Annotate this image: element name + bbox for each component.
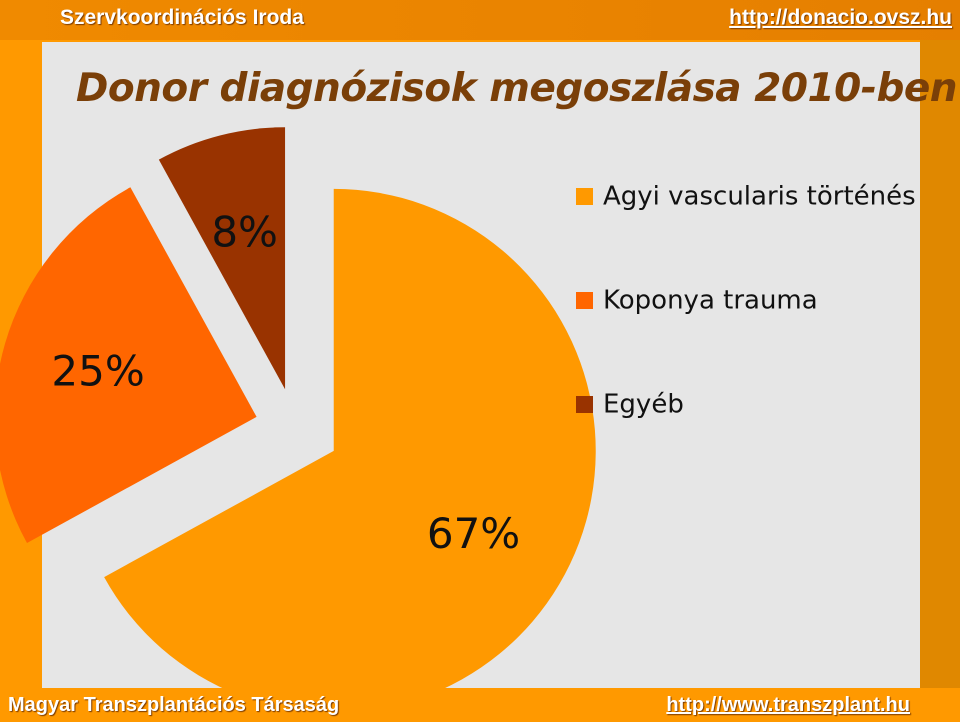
footer-org-name: Magyar Transzplantációs Társaság xyxy=(8,694,340,716)
header-bar: Szervkoordinációs Iroda http://donacio.o… xyxy=(0,0,960,40)
data-label-egyeb: 8% xyxy=(211,207,278,256)
data-label-koponya-trauma: 25% xyxy=(51,346,144,395)
legend-swatch-egyeb xyxy=(576,396,593,413)
header-link[interactable]: http://donacio.ovsz.hu xyxy=(729,6,952,29)
pie-slices xyxy=(0,127,596,713)
footer-link[interactable]: http://www.transzplant.hu xyxy=(666,694,910,716)
pie-slice-agyi-vascularis-tortenes xyxy=(104,188,596,713)
header-org-name: Szervkoordinációs Iroda xyxy=(60,6,304,29)
legend-label-agyi-vascularis-tortenes: Agyi vascularis történés xyxy=(603,182,916,212)
legend-swatch-koponya-trauma xyxy=(576,292,593,309)
frame-right-border xyxy=(920,0,960,722)
pie-value-labels: 67% 25% 8% xyxy=(51,207,520,558)
legend-swatch-agyi-vascularis-tortenes xyxy=(576,188,593,205)
chart-title: Donor diagnózisok megoszlása 2010-ben xyxy=(76,66,958,111)
legend-label-egyeb: Egyéb xyxy=(603,390,684,420)
data-label-agyi-vascularis-tortenes: 67% xyxy=(427,509,520,558)
pie-slice-egyeb xyxy=(158,127,286,390)
pie-slice-koponya-trauma xyxy=(0,187,257,544)
chart-legend: Agyi vascularis történés Koponya trauma Eg… xyxy=(576,182,916,420)
footer-bar: Magyar Transzplantációs Társaság http://… xyxy=(0,688,960,722)
legend-label-koponya-trauma: Koponya trauma xyxy=(603,286,818,316)
